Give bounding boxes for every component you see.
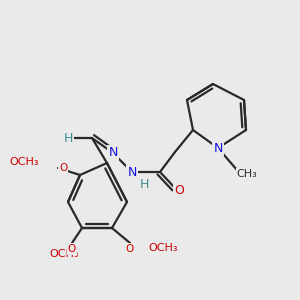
Text: O: O bbox=[59, 163, 67, 173]
Text: OCH₃: OCH₃ bbox=[49, 249, 79, 259]
Text: O: O bbox=[126, 244, 134, 254]
Text: H: H bbox=[139, 178, 149, 190]
Text: H: H bbox=[63, 131, 73, 145]
Text: N: N bbox=[213, 142, 223, 154]
Text: CH₃: CH₃ bbox=[237, 169, 257, 179]
Text: O: O bbox=[68, 244, 76, 254]
Text: O: O bbox=[174, 184, 184, 196]
Text: OCH₃: OCH₃ bbox=[10, 157, 39, 167]
Text: OCH₃: OCH₃ bbox=[148, 243, 178, 253]
Text: N: N bbox=[127, 166, 137, 178]
Text: N: N bbox=[108, 146, 118, 160]
